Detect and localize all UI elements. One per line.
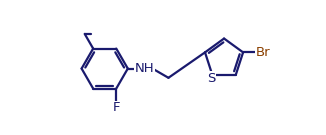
- Text: Br: Br: [256, 46, 271, 59]
- Text: F: F: [112, 101, 120, 114]
- Text: NH: NH: [135, 62, 155, 75]
- Text: S: S: [207, 72, 216, 85]
